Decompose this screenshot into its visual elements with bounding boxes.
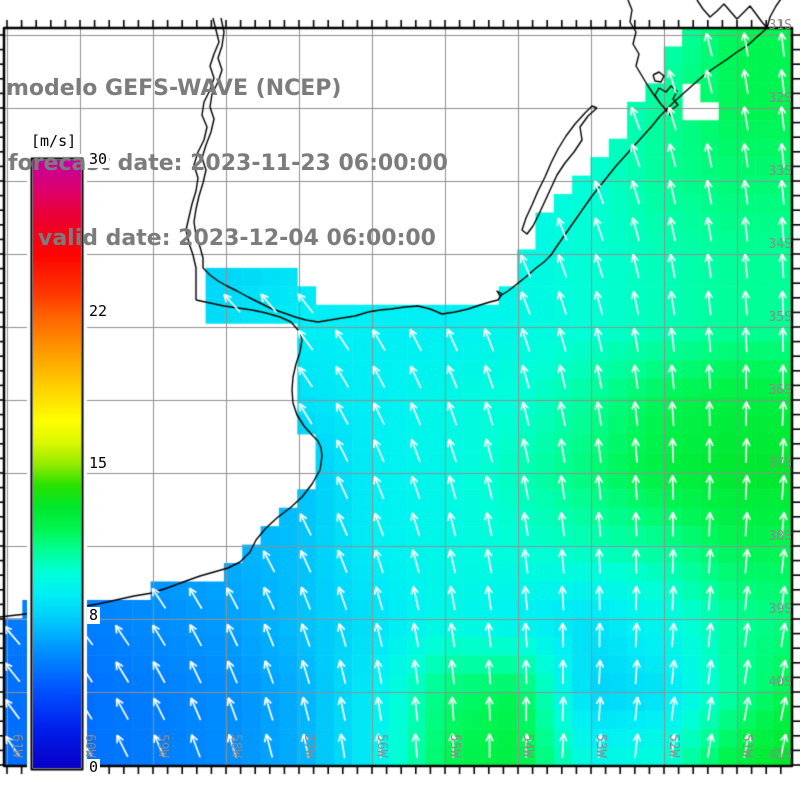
lat-label: 39S: [768, 602, 792, 617]
colorbar-tick-label: 30: [87, 150, 110, 168]
valid-date-label: valid date: 2023-12-04 06:00:00: [38, 226, 436, 251]
lon-label: 59W: [155, 734, 170, 758]
lon-label: 58W: [228, 734, 243, 758]
lat-label: 40S: [768, 675, 792, 690]
forecast-date-label: forecast date: 2023-11-23 06:00:00: [8, 151, 448, 176]
colorbar-tick-label: 22: [87, 302, 110, 320]
lon-label: 61W: [9, 734, 24, 758]
lon-label: 60W: [82, 734, 97, 758]
lon-label: 57W: [301, 734, 316, 758]
lon-label: 56W: [374, 734, 389, 758]
colorbar-tick-label: 0: [87, 758, 101, 776]
colorbar-tick-label: 8: [87, 606, 101, 624]
lon-label: 51W: [739, 734, 754, 758]
title-block: modelo GEFS-WAVE (NCEP) forecast date: 2…: [6, 26, 448, 301]
model-title: modelo GEFS-WAVE (NCEP): [6, 76, 342, 101]
lat-label: 36S: [768, 383, 792, 398]
lon-label: 52W: [666, 734, 681, 758]
lat-label: 34S: [768, 237, 792, 252]
lat-label: 35S: [768, 310, 792, 325]
lat-label: 38S: [768, 529, 792, 544]
lat-label: 32S: [768, 91, 792, 106]
lat-label: 41S: [768, 748, 792, 763]
lon-label: 54W: [520, 734, 535, 758]
lat-label: 31S: [768, 18, 792, 33]
colorbar-tick-label: 15: [87, 454, 110, 472]
lat-label: 37S: [768, 456, 792, 471]
colorbar-unit-label: [m/s]: [29, 132, 79, 150]
lon-label: 53W: [593, 734, 608, 758]
lat-label: 33S: [768, 164, 792, 179]
lon-label: 55W: [447, 734, 462, 758]
